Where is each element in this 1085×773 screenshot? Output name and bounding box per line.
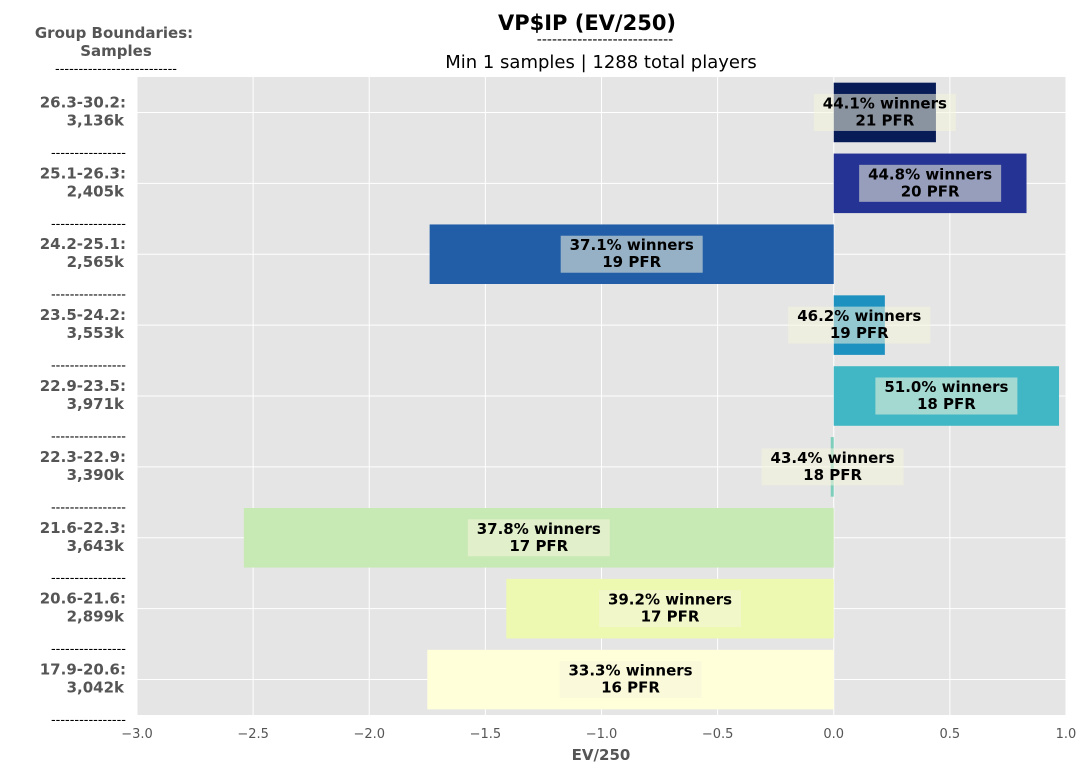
bar-label-pfr: 18 PFR (803, 466, 862, 484)
y-group-range: 17.9-20.6: (40, 661, 126, 679)
bar-label-winners: 33.3% winners (568, 662, 692, 680)
bar-label-box (761, 448, 904, 486)
y-group-samples: 2,899k (67, 608, 125, 626)
y-group-separator: ---------------- (51, 642, 126, 657)
chart-title: VP$IP (EV/250) (498, 11, 676, 35)
y-group-range: 20.6-21.6: (40, 590, 126, 608)
bar-label-pfr: 19 PFR (830, 324, 889, 342)
y-group-separator: ---------------- (51, 146, 126, 161)
y-group-samples: 2,565k (67, 253, 125, 271)
bar-label-pfr: 20 PFR (901, 182, 960, 200)
x-tick-label: −2.0 (353, 727, 385, 742)
bar-label-pfr: 16 PFR (601, 679, 660, 697)
bar-label-box (560, 235, 703, 273)
chart-title-underline: --------------------------- (537, 32, 673, 48)
y-group-separator: ---------------- (51, 429, 126, 444)
y-group-separator: ---------------- (51, 359, 126, 374)
bar-label-box (875, 377, 1018, 415)
y-group-range: 26.3-30.2: (40, 93, 126, 111)
x-axis-label: EV/250 (572, 746, 631, 764)
y-group-separator: ---------------- (51, 500, 126, 515)
bar-label-box (788, 306, 931, 344)
bar-label-box (859, 164, 1002, 202)
bar-label-winners: 39.2% winners (608, 591, 732, 609)
bar-label-winners: 43.4% winners (771, 449, 895, 467)
x-ticks-group: −3.0 −2.5 −2.0 −1.5 −1.0 −0.5 0.0 0.5 1.0 (121, 727, 1076, 742)
bar-label-box (599, 590, 742, 628)
x-tick-label: −3.0 (121, 727, 153, 742)
bar-label-winners: 44.1% winners (823, 94, 947, 112)
y-group-range: 21.6-22.3: (40, 519, 126, 537)
y-group-separator: ---------------- (51, 713, 126, 728)
bar-label-winners: 37.8% winners (477, 520, 601, 538)
x-tick-label: −2.5 (237, 727, 269, 742)
y-group-samples: 2,405k (67, 182, 125, 200)
y-group-samples: 3,553k (67, 324, 125, 342)
y-group-range: 22.9-23.5: (40, 377, 126, 395)
bar-label-winners: 51.0% winners (884, 378, 1008, 396)
y-group-range: 24.2-25.1: (40, 235, 126, 253)
bar-label-pfr: 21 PFR (855, 111, 914, 129)
x-tick-label: −1.0 (586, 727, 618, 742)
y-group-range: 23.5-24.2: (40, 306, 126, 324)
bar-label-winners: 46.2% winners (797, 307, 921, 325)
y-group-separator: ---------------- (51, 571, 126, 586)
y-header-title: Group Boundaries: (35, 24, 193, 42)
y-group-samples: 3,643k (67, 537, 125, 555)
bar-label-pfr: 17 PFR (509, 537, 568, 555)
y-group-samples: 3,136k (67, 111, 125, 129)
y-group-samples: 3,390k (67, 466, 125, 484)
bar-label-winners: 37.1% winners (570, 236, 694, 254)
bar-label-pfr: 17 PFR (641, 608, 700, 626)
y-labels-group: 26.3-30.2:3,136k ---------------- 25.1-26.… (40, 93, 127, 728)
bar-label-box (559, 661, 702, 699)
x-tick-label: 0.0 (823, 727, 844, 742)
y-group-samples: 3,971k (67, 395, 125, 413)
x-tick-label: −1.5 (470, 727, 502, 742)
bar-label-box (813, 93, 956, 131)
y-group-range: 25.1-26.3: (40, 164, 126, 182)
bar-label-pfr: 18 PFR (917, 395, 976, 413)
x-tick-label: 1.0 (1056, 727, 1077, 742)
bar-label-box (467, 519, 610, 557)
y-header-samples: Samples (80, 42, 152, 60)
x-tick-label: −0.5 (702, 727, 734, 742)
y-group-range: 22.3-22.9: (40, 448, 126, 466)
bar-label-pfr: 19 PFR (602, 253, 661, 271)
y-group-separator: ---------------- (51, 288, 126, 303)
x-tick-label: 0.5 (940, 727, 961, 742)
bar-label-winners: 44.8% winners (868, 165, 992, 183)
y-group-samples: 3,042k (67, 679, 125, 697)
y-group-separator: ---------------- (51, 217, 126, 232)
chart-subtitle: Min 1 samples | 1288 total players (445, 52, 757, 73)
y-header-underline: -------------------------- (55, 62, 177, 77)
